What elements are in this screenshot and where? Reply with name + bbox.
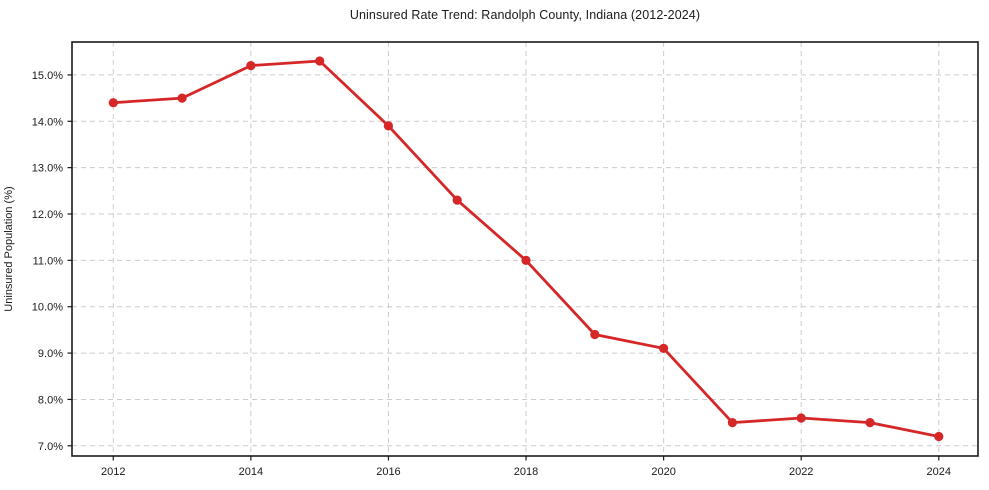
data-point: [452, 195, 462, 205]
data-point: [590, 329, 600, 340]
data-point: [246, 61, 256, 71]
x-tick-label: 2012: [101, 466, 125, 478]
data-point: [727, 418, 738, 428]
data-point: [521, 255, 531, 265]
data-point: [865, 418, 875, 428]
y-tick-label: 13.0%: [32, 163, 63, 175]
axis-ticks: 2012 2014 2016 2018 2020 2022 2024 7.0% 8.0% 9.0%…: [32, 70, 951, 478]
data-point: [315, 56, 325, 66]
data-point: [177, 93, 187, 103]
y-tick-label: 11.0%: [33, 255, 64, 267]
plot-border: [71, 41, 979, 457]
x-tick-label: 2020: [651, 466, 675, 478]
x-tick-label: 2022: [789, 466, 813, 478]
y-tick-label: 12.0%: [32, 209, 63, 221]
series-markers: [108, 56, 944, 442]
data-point: [383, 121, 393, 131]
y-tick-label: 14.0%: [32, 116, 63, 128]
x-tick-label: 2018: [514, 466, 538, 478]
data-point: [796, 413, 806, 423]
chart-title: Uninsured Rate Trend: Randolph County, I…: [349, 8, 701, 22]
data-point: [108, 98, 118, 108]
x-tick-label: 2016: [376, 466, 400, 478]
data-point: [659, 343, 669, 353]
y-axis-label: Uninsured Population (%): [3, 186, 15, 312]
y-tick-label: 10.0%: [32, 302, 63, 314]
x-tick-label: 2014: [239, 466, 263, 478]
data-point: [934, 431, 944, 442]
y-tick-label: 9.0%: [38, 348, 63, 360]
x-tick-label: 2024: [927, 466, 951, 478]
y-tick-label: 7.0%: [38, 441, 63, 453]
y-tick-label: 15.0%: [32, 70, 63, 82]
y-tick-label: 8.0%: [38, 394, 63, 406]
gridlines: [72, 42, 978, 456]
